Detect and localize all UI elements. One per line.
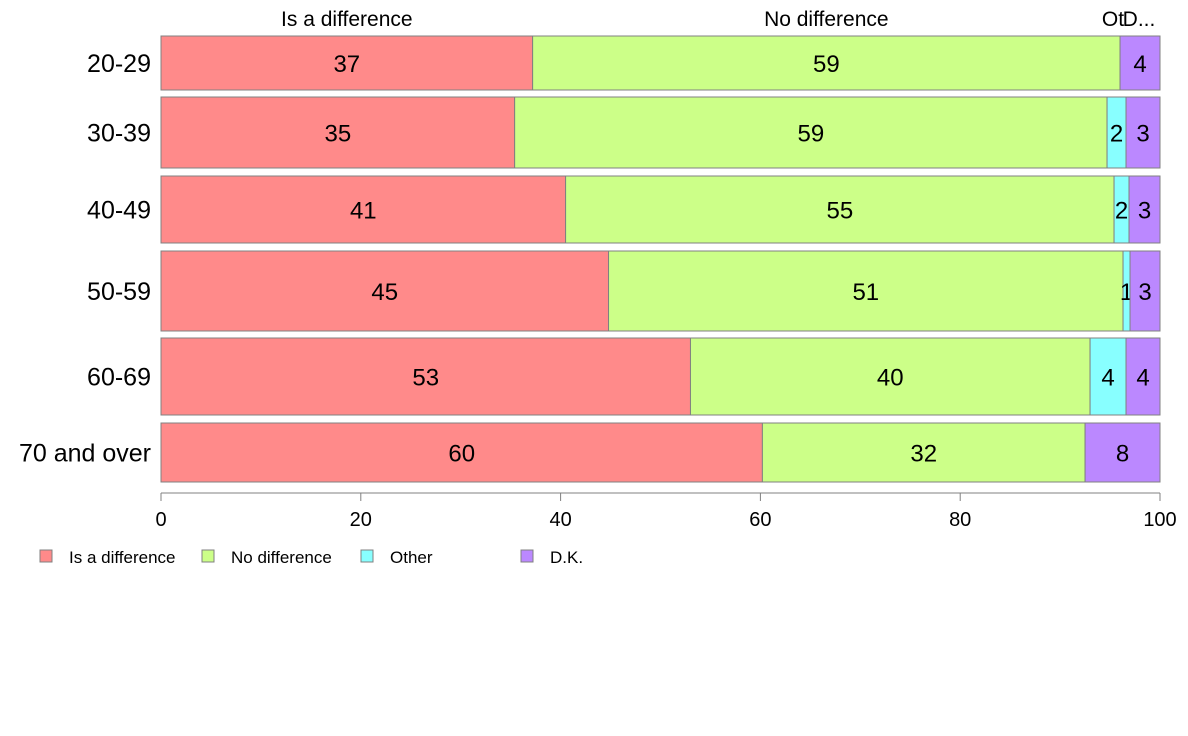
data-label: 51 [852, 279, 879, 306]
bar-40-49-no-difference [565, 175, 1115, 244]
legend: Is a difference No difference Other D.K. [39, 548, 583, 567]
data-label: 41 [350, 198, 377, 225]
data-label: 59 [813, 51, 840, 78]
y-tick-label: 20-29 [87, 50, 151, 78]
top-label-2: No difference [764, 8, 889, 31]
legend-label: No difference [231, 548, 332, 567]
y-tick-label: 60-69 [87, 364, 151, 392]
data-label: 3 [1138, 198, 1151, 225]
top-label-4: D... [1123, 8, 1156, 31]
data-label: 3 [1138, 279, 1151, 306]
legend-label: D.K. [550, 548, 583, 567]
bar-60-69-is-a-difference [160, 337, 691, 416]
bar-20-29-d-k [1119, 35, 1161, 91]
data-label: 59 [797, 121, 824, 148]
y-tick-label: 50-59 [87, 278, 151, 306]
bar-60-69-other [1089, 337, 1127, 416]
x-tick-label: 40 [549, 509, 571, 531]
legend-swatch [360, 549, 374, 563]
bar-60-69-d-k [1125, 337, 1161, 416]
data-label: 2 [1110, 121, 1123, 148]
bar-70-and-over-no-difference [761, 422, 1086, 483]
data-label: 45 [371, 279, 398, 306]
plot-area: 37 59 435 59 2 341 55 2 345 51 1 353 40 4 460 32 8 [160, 35, 1161, 483]
legend-label: Other [390, 548, 433, 567]
bar-70-and-over-d-k [1084, 422, 1161, 483]
top-label-1: Is a difference [281, 8, 413, 31]
legend-swatch [39, 549, 53, 563]
data-label: 8 [1116, 441, 1129, 468]
data-label: 40 [877, 365, 904, 392]
y-axis: 20-29 30-39 40-49 50-59 60-69 70 and over [19, 50, 151, 468]
data-label: 2 [1115, 198, 1128, 225]
x-tick-label: 100 [1143, 509, 1176, 531]
data-label: 37 [333, 51, 360, 78]
legend-label: Is a difference [69, 548, 175, 567]
bar-70-and-over-is-a-difference [160, 422, 763, 483]
top-label-3: Ot [1102, 8, 1124, 31]
x-tick-label: 80 [949, 509, 971, 531]
data-label: 32 [910, 441, 937, 468]
bar-30-39-is-a-difference [160, 96, 516, 169]
bar-40-49-d-k [1128, 175, 1161, 244]
y-tick-label: 70 and over [19, 440, 151, 468]
legend-item-no-difference: No difference [201, 548, 332, 567]
bar-40-49-is-a-difference [160, 175, 567, 244]
bar-50-59-no-difference [608, 250, 1124, 332]
data-label: 4 [1136, 365, 1149, 392]
x-tick-label: 20 [350, 509, 372, 531]
x-tick-label: 60 [749, 509, 771, 531]
y-tick-label: 30-39 [87, 120, 151, 148]
top-series-labels: Is a difference No difference OtD... [281, 8, 1155, 31]
bar-50-59-d-k [1129, 250, 1161, 332]
bar-20-29-is-a-difference [160, 35, 534, 91]
data-label: 35 [324, 121, 351, 148]
legend-swatch [520, 549, 534, 563]
bar-20-29-no-difference [532, 35, 1121, 91]
data-label: 4 [1101, 365, 1114, 392]
data-label: 60 [448, 441, 475, 468]
data-label: 53 [412, 365, 439, 392]
legend-item-d-k: D.K. [520, 548, 583, 567]
legend-item-is-a-difference: Is a difference [39, 548, 175, 567]
bar-30-39-no-difference [514, 96, 1108, 169]
legend-item-other: Other [360, 548, 433, 567]
y-tick-label: 40-49 [87, 197, 151, 225]
x-axis: 0 20 40 60 80 100 [155, 492, 1177, 531]
bar-50-59-is-a-difference [160, 250, 610, 332]
data-label: 55 [826, 198, 853, 225]
bar-30-39-d-k [1125, 96, 1161, 169]
data-label: 4 [1133, 51, 1146, 78]
data-label: 3 [1136, 121, 1149, 148]
bar-60-69-no-difference [689, 337, 1091, 416]
legend-swatch [201, 549, 215, 563]
x-tick-label: 0 [155, 509, 166, 531]
